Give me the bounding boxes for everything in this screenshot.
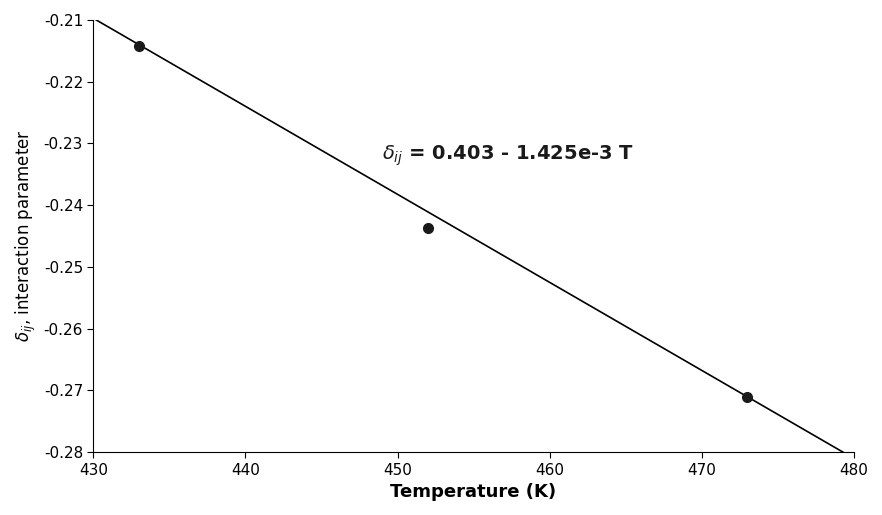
Point [132,42,146,50]
Text: $\delta_{ij}$ = 0.403 - 1.425e-3 T: $\delta_{ij}$ = 0.403 - 1.425e-3 T [382,144,634,168]
Point [421,224,435,232]
Point [740,392,754,401]
Y-axis label: $\delta_{ij}$, interaction parameter: $\delta_{ij}$, interaction parameter [14,130,38,342]
X-axis label: Temperature (K): Temperature (K) [391,483,557,501]
